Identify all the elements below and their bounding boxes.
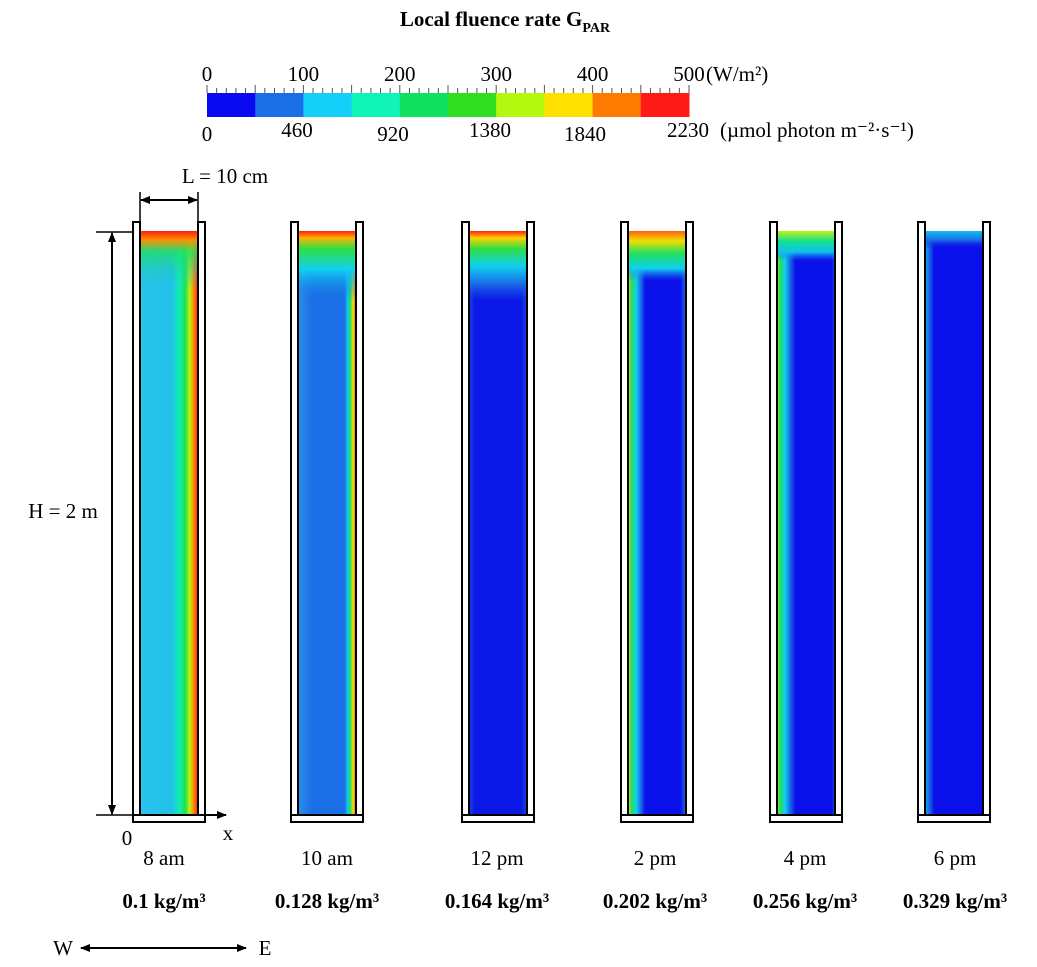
reactor-wall (132, 221, 141, 823)
reactor-bottom (290, 814, 364, 823)
reactor-wall (526, 221, 535, 823)
reactor-wall (461, 221, 470, 823)
colorbar-segment (544, 93, 594, 117)
title: Local fluence rate GPAR (400, 7, 611, 36)
colorbar-segment (255, 93, 304, 117)
fluid-top (925, 231, 983, 249)
colorbar-segment (448, 93, 497, 117)
reactor-bottom (132, 814, 206, 823)
width-label: L = 10 cm (182, 164, 268, 188)
reactor-wall (834, 221, 843, 823)
panel-time: 10 am (301, 846, 353, 870)
panel-time: 2 pm (634, 846, 677, 870)
fluid-base (469, 231, 527, 815)
colorbar-bottom-tick-label: 1380 (469, 118, 511, 142)
fluid-base (140, 231, 198, 815)
colorbar-bottom-unit: (µmol photon m⁻²·s⁻¹) (720, 118, 914, 142)
fluid-top (298, 231, 356, 301)
x-axis-label: x (223, 821, 234, 845)
fluid-top (469, 231, 527, 301)
panel-concentration: 0.128 kg/m³ (275, 889, 379, 913)
panel-time: 6 pm (934, 846, 977, 870)
reactor-wall (355, 221, 364, 823)
fluid-top (628, 231, 686, 281)
reactor-wall (685, 221, 694, 823)
title-subscript: PAR (582, 21, 611, 36)
panel-time: 12 pm (470, 846, 523, 870)
panel-concentration: 0.164 kg/m³ (445, 889, 549, 913)
colorbar-top-tick-label: 0 (202, 62, 213, 86)
colorbar-bottom-tick-label: 1840 (564, 122, 606, 146)
origin-label: 0 (122, 826, 133, 850)
colorbar-top-tick-label: 100 (288, 62, 320, 86)
west-label: W (53, 936, 73, 960)
fluid-base (298, 231, 356, 815)
reactor-bottom (620, 814, 694, 823)
panel-time: 4 pm (784, 846, 827, 870)
colorbar-segment (351, 93, 401, 117)
colorbar-bottom-tick-label: 2230 (667, 118, 709, 142)
title-text: Local fluence rate G (400, 7, 583, 31)
colorbar-bottom-tick-label: 460 (281, 118, 313, 142)
fluid-top (777, 231, 835, 261)
fluid-base (777, 231, 835, 815)
fluid-base (925, 231, 983, 815)
reactor-wall (982, 221, 991, 823)
colorbar-segment (640, 93, 690, 117)
colorbar-segment (399, 93, 449, 117)
panel-concentration: 0.329 kg/m³ (903, 889, 1007, 913)
colorbar-segment (303, 93, 353, 117)
panel-concentration: 0.202 kg/m³ (603, 889, 707, 913)
colorbar-top-tick-label: 300 (480, 62, 512, 86)
reactor-bottom (917, 814, 991, 823)
colorbar-top-tick-label: 400 (577, 62, 609, 86)
east-label: E (259, 936, 272, 960)
colorbar-top-tick-label: 200 (384, 62, 416, 86)
fluid-top (140, 231, 198, 291)
reactor-wall (917, 221, 926, 823)
reactor-wall (769, 221, 778, 823)
panel-concentration: 0.1 kg/m³ (122, 889, 205, 913)
colorbar-top-tick-label: 500 (673, 62, 705, 86)
fluid-base (628, 231, 686, 815)
colorbar-bottom-tick-label: 0 (202, 122, 213, 146)
height-label: H = 2 m (28, 499, 98, 523)
reactor-wall (290, 221, 299, 823)
colorbar-segment (592, 93, 642, 117)
colorbar-segment (207, 93, 256, 117)
colorbar-segment (496, 93, 545, 117)
colorbar-top-unit: (W/m²) (706, 62, 768, 86)
panel-time: 8 am (143, 846, 184, 870)
colorbar-bottom-tick-label: 920 (377, 122, 409, 146)
reactor-wall (620, 221, 629, 823)
reactor-bottom (461, 814, 535, 823)
panel-concentration: 0.256 kg/m³ (753, 889, 857, 913)
reactor-bottom (769, 814, 843, 823)
reactor-wall (197, 221, 206, 823)
